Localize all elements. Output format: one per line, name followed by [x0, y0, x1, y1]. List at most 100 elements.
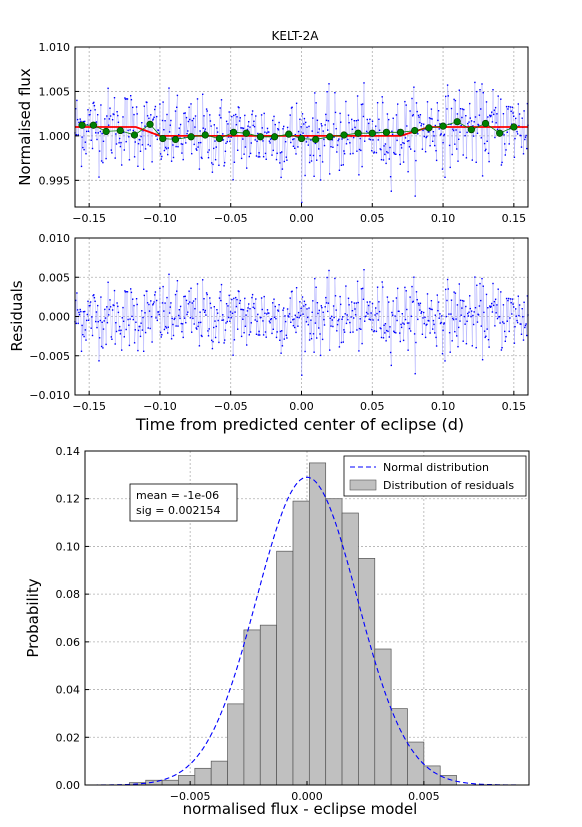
residual-point	[284, 315, 286, 317]
residual-point	[516, 319, 518, 322]
residual-point	[447, 288, 449, 290]
residual-point	[437, 310, 439, 312]
residual-point	[470, 310, 473, 312]
residual-point	[300, 307, 302, 310]
histogram-legend: Normal distribution Distribution of resi…	[343, 455, 527, 497]
residual-point	[291, 290, 293, 292]
residual-point	[475, 347, 477, 349]
flux-point	[139, 150, 142, 152]
flux-point	[266, 127, 269, 130]
flux-point	[462, 154, 464, 156]
flux-point	[200, 141, 202, 144]
residual-point	[360, 328, 362, 330]
flux-point	[343, 153, 346, 155]
histogram-bar	[227, 703, 245, 786]
flux-point	[301, 113, 304, 115]
flux-point	[257, 132, 259, 135]
residual-point	[344, 313, 346, 315]
flux-point	[360, 103, 363, 106]
flux-point	[196, 98, 199, 100]
residuals-raw-data	[74, 269, 529, 376]
residual-point	[388, 301, 390, 303]
flux-point	[503, 134, 505, 136]
residual-point	[170, 338, 173, 340]
flux-point	[496, 128, 499, 131]
flux-point	[130, 99, 133, 101]
flux-point	[249, 126, 251, 128]
flux-point	[334, 92, 336, 94]
residual-point	[174, 293, 177, 296]
residual-point	[514, 326, 516, 328]
residual-point	[449, 351, 451, 353]
flux-point	[194, 115, 197, 117]
flux-point	[485, 148, 487, 151]
y-tick-label: 0.005	[39, 271, 71, 284]
residual-point	[182, 336, 184, 339]
flux-point	[416, 110, 418, 113]
residual-point	[255, 333, 258, 335]
flux-point	[494, 136, 496, 139]
flux-point	[303, 123, 305, 125]
residual-point	[86, 313, 88, 316]
residual-point	[396, 319, 398, 322]
flux-point	[384, 143, 387, 145]
flux-point	[231, 115, 233, 118]
y-tick-label: 1.010	[39, 41, 71, 54]
flux-point	[345, 100, 347, 103]
flux-point	[492, 89, 494, 91]
flux-point	[356, 95, 359, 97]
flux-point	[419, 114, 422, 116]
residual-point	[304, 350, 306, 353]
flux-point	[438, 128, 440, 130]
flux-point	[246, 167, 248, 169]
flux-point	[154, 105, 157, 108]
residual-point	[314, 277, 316, 280]
flux-point	[440, 133, 442, 135]
binned-point	[411, 126, 419, 135]
histogram-y-axis-label: Probability	[24, 578, 42, 657]
stats-sig: sig = 0.002154	[136, 504, 220, 517]
binned-point	[285, 130, 293, 138]
flux-point	[172, 144, 174, 146]
flux-point	[432, 140, 434, 142]
residual-point	[117, 305, 119, 308]
residual-point	[117, 311, 120, 314]
residual-point	[369, 301, 371, 303]
flux-point	[441, 168, 444, 170]
histogram-bar	[390, 708, 408, 786]
flux-point	[126, 98, 129, 100]
residual-point	[428, 320, 430, 322]
flux-point	[271, 154, 273, 156]
flux-point	[178, 127, 180, 129]
residual-point	[203, 311, 206, 313]
residual-point	[281, 345, 284, 347]
residual-point	[276, 331, 278, 333]
residual-point	[391, 314, 394, 316]
flux-point	[89, 113, 91, 116]
residual-point	[329, 349, 331, 351]
flux-point	[332, 123, 335, 125]
residual-point	[358, 327, 361, 330]
residual-point	[391, 311, 393, 314]
flux-point	[124, 97, 126, 99]
residual-point	[476, 321, 479, 323]
binned-point	[229, 128, 238, 136]
residual-point	[387, 330, 389, 333]
residual-point	[308, 307, 310, 309]
flux-point	[443, 133, 446, 136]
residual-point	[225, 303, 228, 305]
residual-point	[415, 341, 417, 344]
flux-point	[161, 119, 164, 122]
flux-x-ticks: −0.15 −0.10 −0.05 0.00 0.05 0.10 0.15	[72, 203, 526, 225]
residual-point	[121, 317, 123, 319]
flux-point	[238, 106, 240, 109]
flux-point	[327, 120, 330, 122]
flux-point	[305, 121, 307, 124]
flux-point	[109, 115, 112, 117]
flux-point	[408, 146, 411, 148]
flux-point	[336, 144, 339, 146]
residual-point	[405, 290, 407, 292]
flux-point	[178, 134, 180, 136]
flux-point	[224, 150, 227, 152]
flux-point	[402, 142, 404, 144]
